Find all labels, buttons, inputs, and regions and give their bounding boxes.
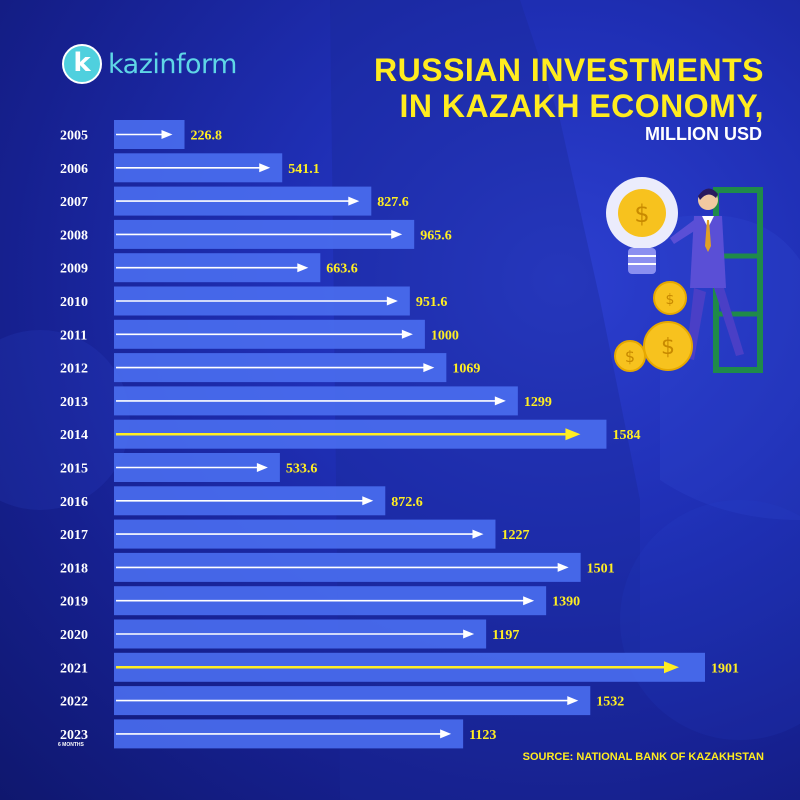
year-label: 2020 xyxy=(60,628,88,643)
year-label: 2014 xyxy=(60,428,88,443)
value-label-2016: 872.6 xyxy=(391,495,423,510)
value-label-2022: 1532 xyxy=(596,695,624,710)
businessman-icon xyxy=(670,188,744,360)
source-note: SOURCE: NATIONAL BANK OF KAZAKHSTAN xyxy=(522,751,764,763)
value-label-2019: 1390 xyxy=(552,595,580,610)
coin-stack-icon: $ $ $ xyxy=(614,281,693,372)
value-label-2009: 663.6 xyxy=(326,262,358,277)
chart-subtitle: MILLION USD xyxy=(645,124,762,144)
year-label: 2013 xyxy=(60,395,88,410)
investor-illustration: $ $ $ $ xyxy=(606,177,763,373)
svg-text:$: $ xyxy=(666,292,675,308)
year-label: 2023 xyxy=(60,728,88,743)
value-label-2005: 226.8 xyxy=(191,129,223,144)
logo-badge: k xyxy=(62,44,102,84)
arrow-head-2018 xyxy=(557,562,569,572)
value-label-2013: 1299 xyxy=(524,395,552,410)
year-label: 2022 xyxy=(60,695,88,710)
arrow-head-2013 xyxy=(494,396,506,406)
arrow-head-2019 xyxy=(523,596,535,606)
arrow-head-2015 xyxy=(256,463,268,472)
year-label: 2021 xyxy=(60,661,88,676)
arrow-head-2011 xyxy=(401,329,413,339)
value-label-2023: 1123 xyxy=(469,728,496,743)
year-label: 2018 xyxy=(60,561,88,576)
arrow-head-2007 xyxy=(348,196,360,206)
svg-text:$: $ xyxy=(625,347,635,366)
chart-rows: 2005 226.8 2006 541.1 2007 827.6 2008 965.6 2009… xyxy=(60,120,739,749)
kazinform-logo: k kazinform xyxy=(62,44,237,84)
year-label: 2006 xyxy=(60,162,88,177)
value-label-2011: 1000 xyxy=(431,328,459,343)
arrow-head-2014 xyxy=(565,428,581,441)
value-label-2018: 1501 xyxy=(587,561,615,576)
svg-text:$: $ xyxy=(634,200,649,228)
arrow-head-2010 xyxy=(386,296,398,306)
chart-title: RUSSIAN INVESTMENTS IN KAZAKH ECONOMY, xyxy=(374,52,764,124)
arrow-head-2017 xyxy=(472,529,484,539)
value-label-2021: 1901 xyxy=(711,661,739,676)
value-label-2014: 1584 xyxy=(612,428,640,443)
arrow-head-2016 xyxy=(362,496,374,506)
arrow-head-2022 xyxy=(567,696,579,706)
year-label: 2010 xyxy=(60,295,88,310)
value-label-2008: 965.6 xyxy=(420,228,452,243)
value-label-2006: 541.1 xyxy=(288,162,320,177)
logo-letter: k xyxy=(73,47,91,78)
arrow-head-2008 xyxy=(391,229,403,239)
year-label: 2019 xyxy=(60,595,88,610)
value-label-2015: 533.6 xyxy=(286,462,318,477)
value-label-2010: 951.6 xyxy=(416,295,448,310)
year-label: 2016 xyxy=(60,495,88,510)
value-label-2012: 1069 xyxy=(452,362,480,377)
arrow-head-2009 xyxy=(297,263,309,273)
value-label-2020: 1197 xyxy=(492,628,519,643)
year-label: 2007 xyxy=(60,195,88,210)
arrow-head-2023 xyxy=(440,729,452,739)
year-label: 2012 xyxy=(60,362,88,377)
value-label-2007: 827.6 xyxy=(377,195,409,210)
arrow-head-2020 xyxy=(463,629,475,639)
lightbulb-icon: $ xyxy=(606,177,678,274)
arrow-head-2021 xyxy=(664,661,679,674)
year-label: 2015 xyxy=(60,462,88,477)
svg-text:$: $ xyxy=(661,335,675,360)
arrow-head-2012 xyxy=(423,363,435,373)
chart-title-line-2: IN KAZAKH ECONOMY, xyxy=(399,88,764,124)
partial-year-note: 6 MONTHS xyxy=(58,742,84,748)
arrow-head-2006 xyxy=(259,163,271,173)
year-label: 2011 xyxy=(60,328,87,343)
year-label: 2008 xyxy=(60,228,88,243)
value-label-2017: 1227 xyxy=(501,528,529,543)
logo-wordmark: kazinform xyxy=(108,48,237,80)
year-label: 2009 xyxy=(60,262,88,277)
year-label: 2005 xyxy=(60,129,88,144)
year-label: 2017 xyxy=(60,528,88,543)
arrow-head-2005 xyxy=(161,130,173,139)
chart-title-line-1: RUSSIAN INVESTMENTS xyxy=(374,52,764,88)
